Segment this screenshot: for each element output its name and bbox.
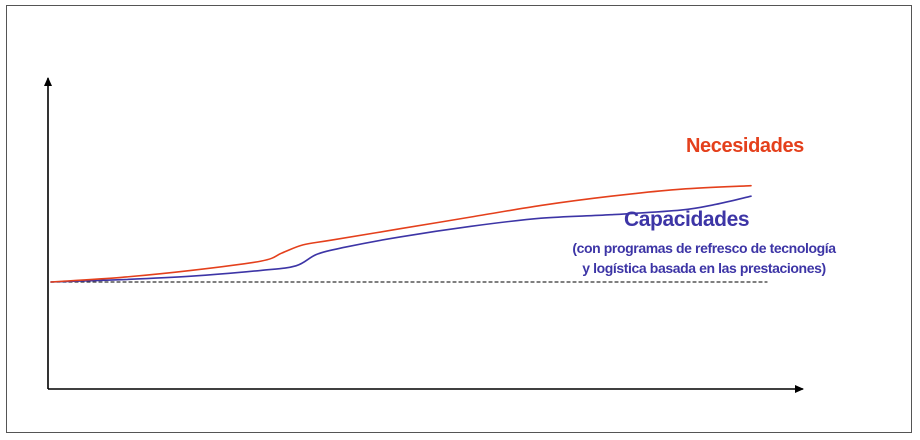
series-line-capacidades [50, 195, 752, 283]
series-label-capacidades: Capacidades [624, 208, 749, 231]
chart-frame: Necesidades Capacidades (con programas d… [6, 5, 912, 433]
series-note-line-1: (con programas de refresco de tecnología [572, 240, 836, 256]
axes [44, 77, 804, 393]
series-line-necesidades [50, 184, 752, 283]
series-note-line-2: y logística basada en las prestaciones) [582, 260, 826, 276]
series-layer [50, 184, 768, 283]
series-label-necesidades: Necesidades [686, 135, 804, 157]
labels-layer: Necesidades Capacidades (con programas d… [572, 135, 836, 276]
chart-svg: Necesidades Capacidades (con programas d… [44, 77, 837, 393]
